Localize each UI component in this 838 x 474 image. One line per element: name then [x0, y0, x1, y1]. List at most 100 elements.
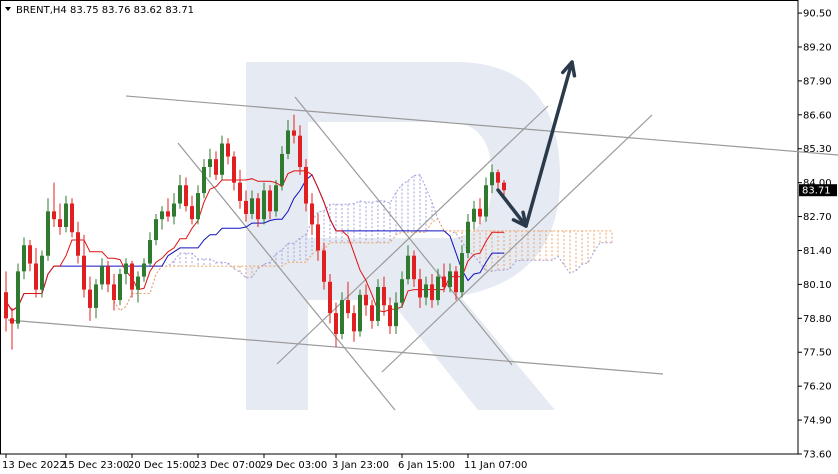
candle: [256, 193, 260, 227]
price-tick-label: 85.30: [803, 144, 832, 155]
time-tick-label: 6 Jan 15:00: [398, 460, 455, 471]
candle: [358, 289, 362, 337]
candle: [148, 232, 152, 267]
time-tick-label: 15 Dec 23:00: [62, 460, 129, 471]
channel-upper-line: [125, 95, 838, 156]
candle: [334, 302, 338, 348]
price-tick-label: 74.90: [803, 416, 832, 427]
price-tick-label: 86.60: [803, 110, 832, 121]
candle: [388, 297, 392, 334]
candle: [436, 268, 440, 306]
candle: [172, 193, 176, 225]
candle: [160, 206, 164, 230]
time-tick-label: 11 Jan 07:00: [464, 460, 527, 471]
candle: [94, 279, 98, 319]
price-tick-label: 73.60: [803, 450, 832, 461]
current-price-box: [799, 184, 837, 197]
candle: [346, 281, 350, 319]
candle: [52, 182, 56, 227]
current-price-label: 83.71: [802, 186, 831, 197]
candle: [190, 195, 194, 225]
candle: [352, 305, 356, 342]
candle: [220, 135, 224, 181]
chart-header: BRENT,H4 83.75 83.76 83.62 83.71: [5, 5, 194, 16]
chart-frame: [0, 0, 799, 455]
candle: [88, 276, 92, 321]
candle: [364, 284, 368, 316]
candle: [166, 198, 170, 222]
time-tick-label: 3 Jan 23:00: [332, 460, 389, 471]
candle: [10, 307, 14, 350]
candle: [64, 195, 68, 233]
candle: [22, 237, 26, 280]
candle: [202, 159, 206, 199]
candle: [454, 266, 458, 301]
price-tick-label: 80.10: [803, 280, 832, 291]
forecast-arrow-up: [524, 60, 577, 228]
candle: [424, 276, 428, 306]
candle: [286, 120, 290, 160]
candle: [100, 258, 104, 290]
candle: [304, 159, 308, 212]
candle: [466, 213, 470, 259]
candle: [118, 268, 122, 306]
candle: [496, 169, 500, 188]
candle: [130, 260, 134, 298]
ohlc-values: 83.75 83.76 83.62 83.71: [70, 5, 194, 16]
candle: [46, 198, 50, 261]
candle: [226, 138, 230, 165]
candle: [400, 271, 404, 308]
candle: [34, 247, 38, 298]
candle: [244, 190, 248, 222]
candle: [82, 234, 86, 298]
watermark-logo: [246, 62, 560, 410]
candle: [262, 182, 266, 225]
forecast-arrows: [496, 60, 577, 228]
candle: [472, 200, 476, 230]
candle: [268, 185, 272, 220]
candle: [376, 279, 380, 327]
candle: [112, 273, 116, 311]
candle: [178, 174, 182, 209]
candle: [298, 125, 302, 175]
candle: [418, 268, 422, 308]
price-axis: 90.50 89.20 87.90 86.60 85.30 84.00 82.70 81.40…: [798, 9, 837, 461]
candle: [340, 292, 344, 340]
candle: [70, 198, 74, 238]
candle: [232, 151, 236, 191]
candle: [322, 242, 326, 290]
price-tick-label: 90.50: [803, 9, 832, 20]
price-tick-label: 77.50: [803, 348, 832, 359]
time-tick-label: 23 Dec 07:00: [194, 460, 261, 471]
candle: [238, 169, 242, 209]
candle: [40, 250, 44, 298]
kijun-sen: [5, 173, 504, 312]
candle: [250, 190, 254, 220]
candle: [502, 180, 506, 196]
candle: [382, 276, 386, 316]
candle: [106, 260, 110, 293]
candle: [478, 198, 482, 225]
candle: [430, 273, 434, 308]
price-tick-label: 76.20: [803, 382, 832, 393]
candle: [484, 177, 488, 222]
price-tick-label: 84.00: [803, 178, 832, 189]
candle: [76, 221, 80, 264]
plot-border: [0, 0, 799, 455]
candle: [412, 250, 416, 288]
candle: [184, 177, 188, 212]
candle: [310, 193, 314, 235]
candle: [208, 148, 212, 178]
symbol-title: BRENT,H4: [16, 5, 67, 16]
time-tick-label: 29 Dec 03:00: [260, 460, 327, 471]
candle: [460, 245, 464, 298]
dropdown-triangle-icon[interactable]: [5, 7, 11, 11]
candle: [280, 146, 284, 191]
candle: [448, 263, 452, 293]
candle: [328, 273, 332, 324]
candle: [142, 258, 146, 282]
candle: [136, 271, 140, 303]
price-tick-label: 89.20: [803, 42, 832, 53]
